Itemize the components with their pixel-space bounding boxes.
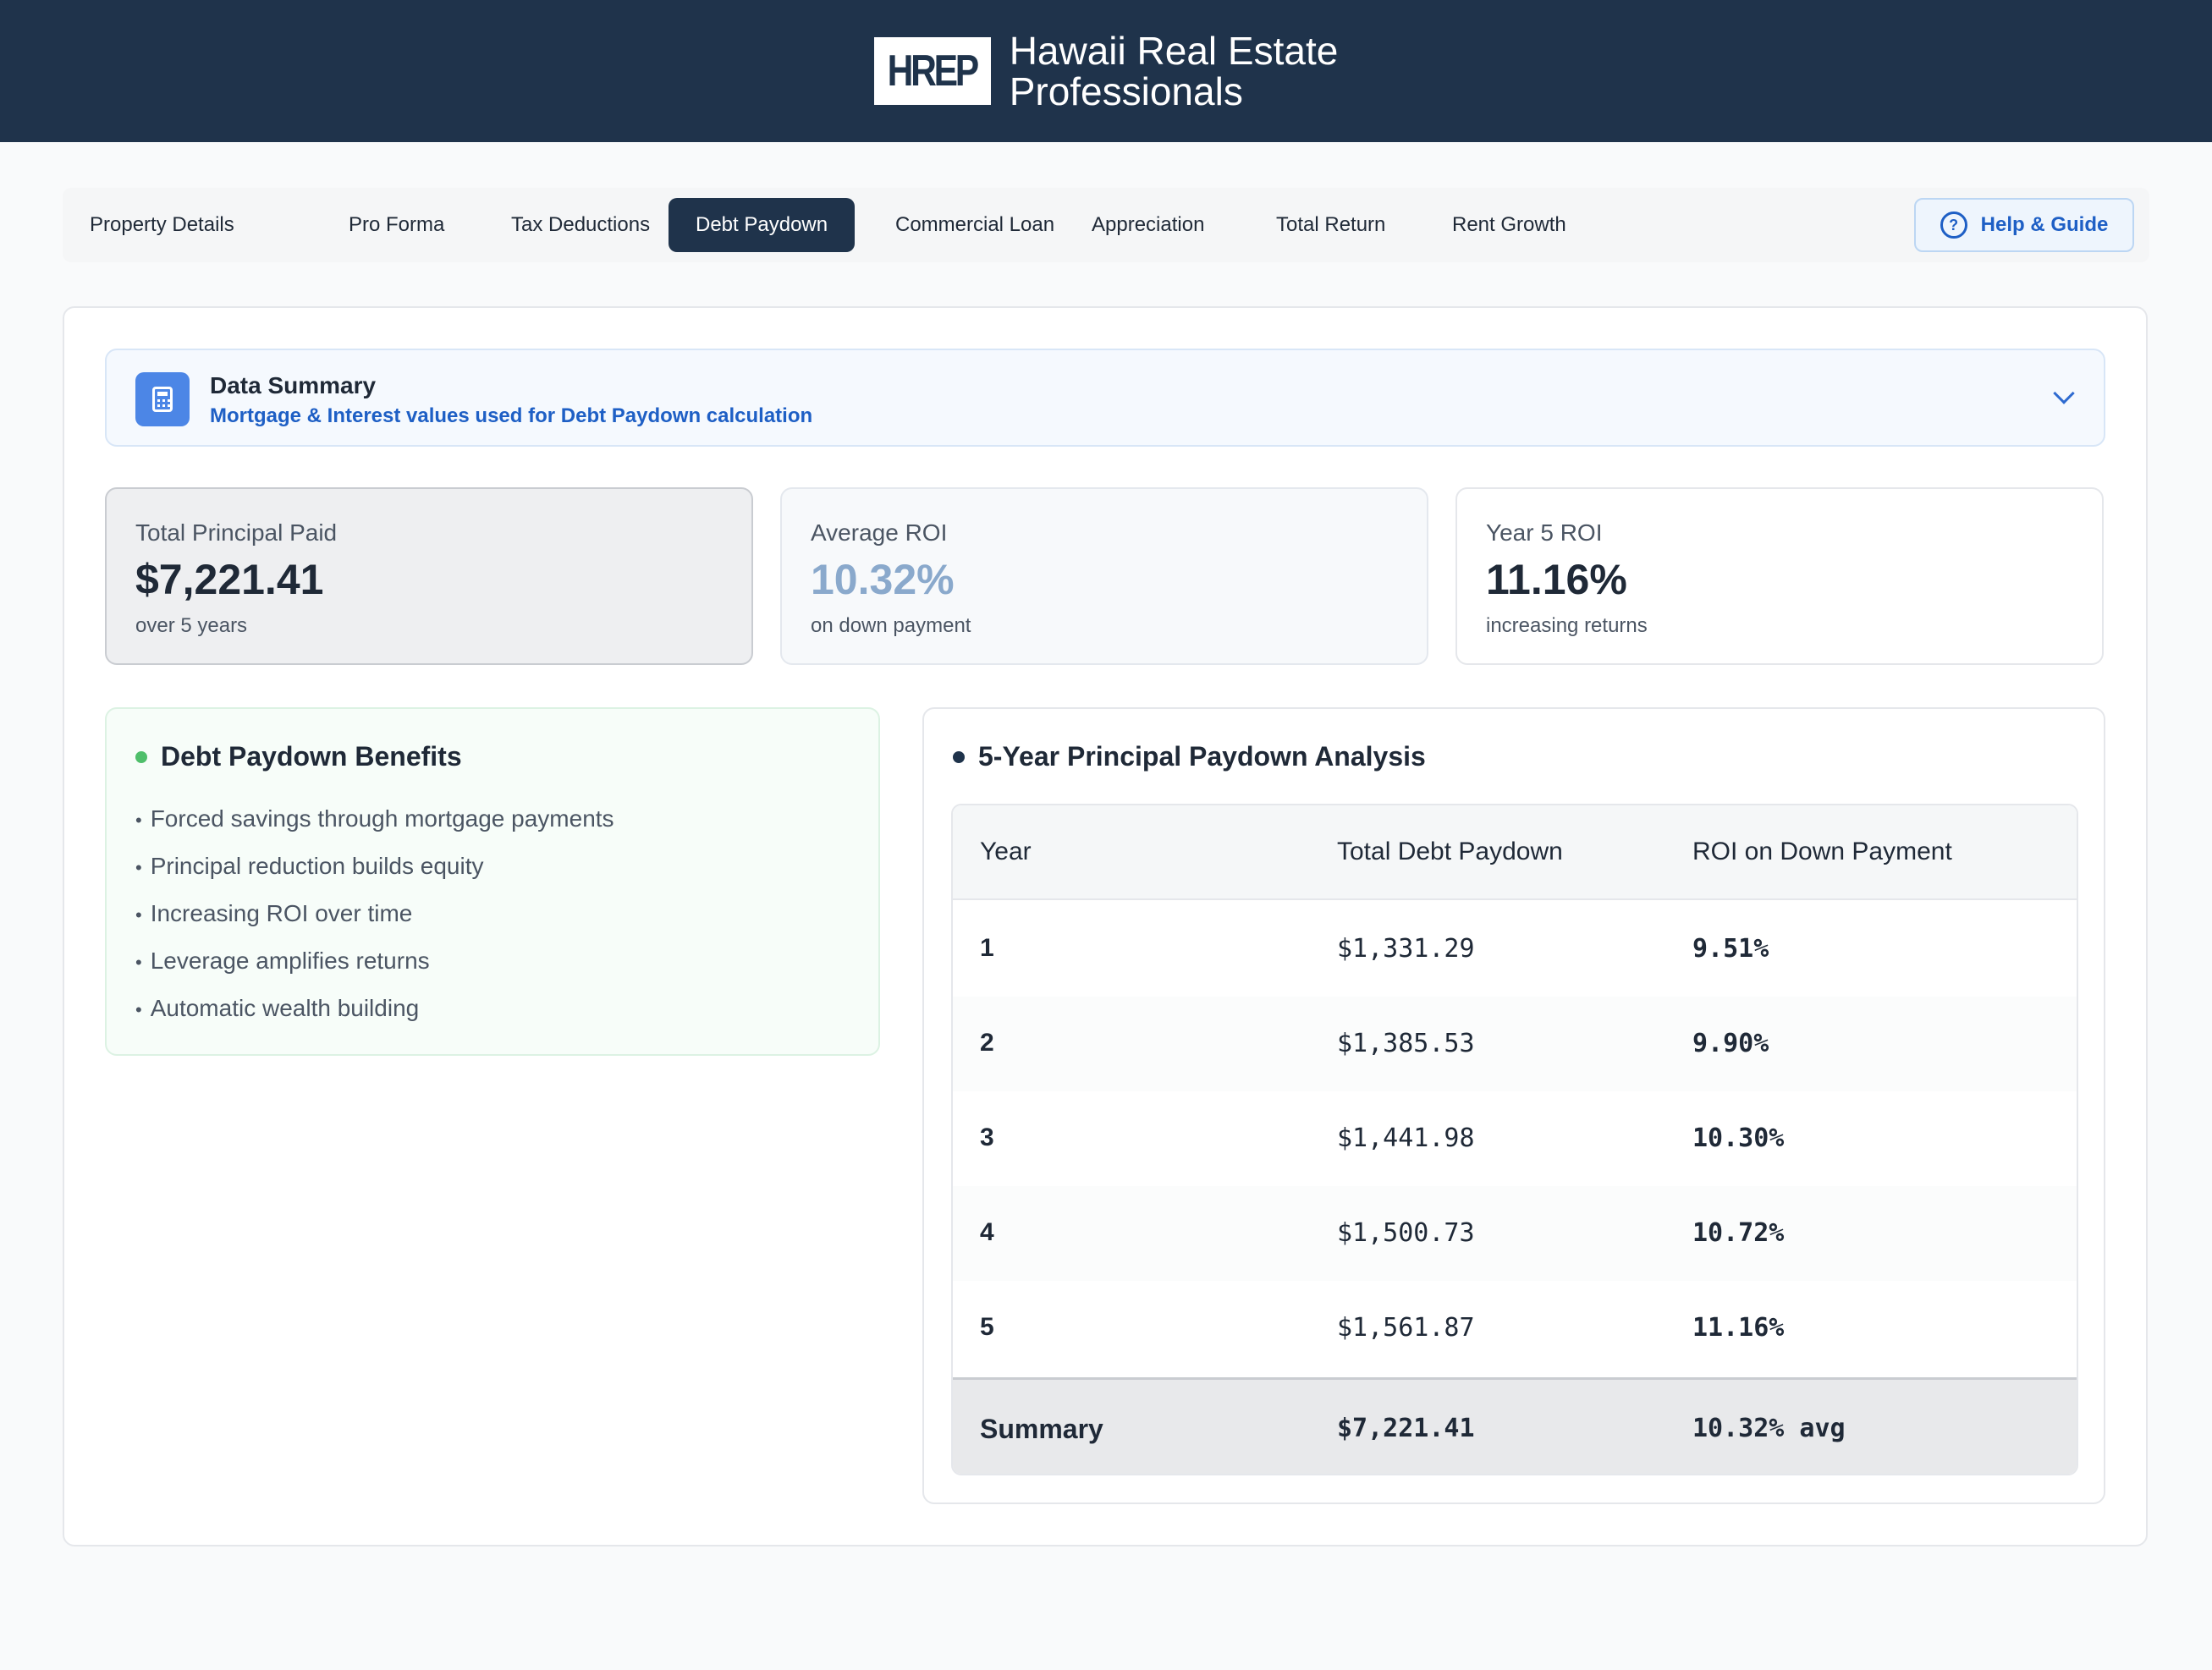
brand-line-2: Professionals: [1009, 69, 1243, 113]
stat-total-principal-paid: Total Principal Paid $7,221.41 over 5 ye…: [105, 487, 753, 665]
cell-roi: 9.90%: [1692, 1029, 1769, 1058]
data-summary-title: Data Summary: [210, 372, 377, 398]
logo-text: HREP: [888, 47, 980, 96]
cell-year: 3: [980, 1123, 994, 1151]
column-header-total-debt-paydown: Total Debt Paydown: [1337, 838, 1563, 865]
list-item: Principal reduction builds equity: [135, 853, 614, 900]
stat-value: 10.32%: [811, 556, 955, 603]
summary-paydown: $7,221.41: [1337, 1414, 1475, 1443]
green-dot-icon: [135, 751, 147, 763]
app-header: HREP Hawaii Real Estate Professionals: [0, 0, 2212, 142]
brand[interactable]: HREP Hawaii Real Estate Professionals: [873, 30, 1339, 112]
list-item: Increasing ROI over time: [135, 900, 614, 948]
list-item: Automatic wealth building: [135, 995, 614, 1042]
principal-paydown-analysis: 5-Year Principal Paydown Analysis Year T…: [922, 707, 2105, 1504]
table-row: 1 $1,331.29 9.51%: [953, 902, 2077, 997]
cell-roi: 9.51%: [1692, 934, 1769, 964]
stat-label: Average ROI: [811, 519, 948, 546]
summary-roi: 10.32% avg: [1692, 1414, 1846, 1443]
column-header-year: Year: [980, 838, 1032, 865]
tab-appreciation[interactable]: Appreciation: [1092, 213, 1205, 236]
tab-pro-forma[interactable]: Pro Forma: [349, 213, 445, 236]
stat-note: over 5 years: [135, 614, 248, 637]
table-row: 5 $1,561.87 11.16%: [953, 1281, 2077, 1376]
tab-bar: Property Details Pro Forma Tax Deduction…: [63, 188, 2149, 262]
cell-paydown: $1,561.87: [1337, 1313, 1475, 1343]
stat-label: Total Principal Paid: [135, 519, 338, 546]
data-summary-subtitle: Mortgage & Interest values used for Debt…: [210, 404, 813, 427]
cell-year: 5: [980, 1313, 994, 1341]
table-row: 3 $1,441.98 10.30%: [953, 1091, 2077, 1186]
chevron-down-icon[interactable]: [2053, 382, 2075, 404]
table-header: Year Total Debt Paydown ROI on Down Paym…: [953, 805, 2077, 900]
logo: HREP: [873, 37, 991, 105]
stat-value: $7,221.41: [135, 556, 324, 603]
stat-value: 11.16%: [1486, 556, 1627, 603]
tab-tax-deductions[interactable]: Tax Deductions: [511, 213, 651, 236]
paydown-table: Year Total Debt Paydown ROI on Down Paym…: [951, 804, 2078, 1475]
benefit-list: Forced savings through mortgage payments…: [135, 805, 614, 1042]
stat-note: on down payment: [811, 614, 971, 637]
stat-label: Year 5 ROI: [1486, 519, 1603, 546]
help-guide-button[interactable]: ? Help & Guide: [1914, 198, 2134, 252]
summary-label: Summary: [980, 1414, 1103, 1444]
tab-property-details[interactable]: Property Details: [90, 213, 234, 236]
benefits-title: Debt Paydown Benefits: [161, 741, 462, 772]
cell-year: 2: [980, 1029, 994, 1057]
cell-roi: 10.72%: [1692, 1218, 1785, 1248]
cell-paydown: $1,331.29: [1337, 934, 1475, 964]
stat-note: increasing returns: [1486, 614, 1648, 637]
brand-name: Hawaii Real Estate Professionals: [1010, 30, 1339, 112]
debt-paydown-benefits: Debt Paydown Benefits Forced savings thr…: [105, 707, 880, 1056]
data-summary-panel[interactable]: Data Summary Mortgage & Interest values …: [105, 349, 2105, 447]
help-guide-label: Help & Guide: [1980, 213, 2109, 236]
cell-year: 4: [980, 1218, 994, 1246]
analysis-title: 5-Year Principal Paydown Analysis: [978, 741, 1426, 772]
tab-rent-growth[interactable]: Rent Growth: [1452, 213, 1566, 236]
cell-roi: 10.30%: [1692, 1123, 1785, 1153]
cell-year: 1: [980, 934, 994, 962]
tab-total-return[interactable]: Total Return: [1276, 213, 1386, 236]
question-circle-icon: ?: [1940, 211, 1967, 239]
cell-paydown: $1,441.98: [1337, 1123, 1475, 1153]
cell-paydown: $1,385.53: [1337, 1029, 1475, 1058]
cell-roi: 11.16%: [1692, 1313, 1785, 1343]
tab-commercial-loan[interactable]: Commercial Loan: [895, 213, 1055, 236]
list-item: Forced savings through mortgage payments: [135, 805, 614, 853]
column-header-roi: ROI on Down Payment: [1692, 838, 1952, 865]
table-row: 2 $1,385.53 9.90%: [953, 997, 2077, 1091]
cell-paydown: $1,500.73: [1337, 1218, 1475, 1248]
table-row: 4 $1,500.73 10.72%: [953, 1186, 2077, 1281]
stat-year-5-roi: Year 5 ROI 11.16% increasing returns: [1455, 487, 2104, 665]
navy-dot-icon: [953, 751, 965, 763]
brand-line-1: Hawaii Real Estate: [1009, 29, 1339, 73]
stat-average-roi: Average ROI 10.32% on down payment: [780, 487, 1428, 665]
table-summary-row: Summary $7,221.41 10.32% avg: [953, 1377, 2077, 1474]
calculator-icon: [135, 372, 190, 426]
list-item: Leverage amplifies returns: [135, 948, 614, 995]
tab-debt-paydown[interactable]: Debt Paydown: [669, 198, 856, 252]
